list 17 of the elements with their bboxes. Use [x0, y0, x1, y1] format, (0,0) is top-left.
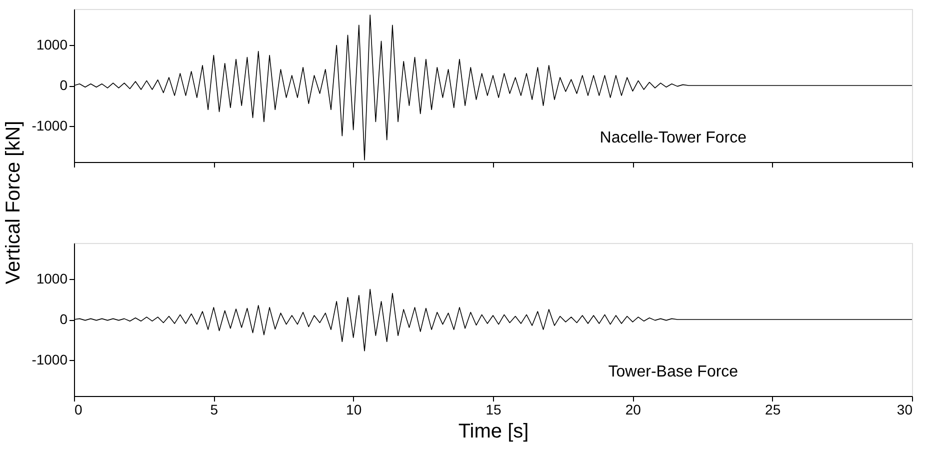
annotation: Tower-Base Force: [608, 364, 738, 381]
y-tick-label: -1000: [32, 351, 68, 368]
x-tick-label: 25: [765, 402, 781, 418]
x-tick-label: 10: [346, 402, 362, 418]
x-tick-label: 5: [210, 402, 218, 418]
y-tick-label: 1000: [36, 36, 68, 53]
y-tick-label: 1000: [36, 270, 68, 287]
y-tick-label: -1000: [32, 117, 68, 134]
y-tick-label: 0: [60, 311, 68, 327]
x-axis-title: Time [s]: [458, 420, 529, 442]
x-tick-label: 0: [74, 402, 82, 418]
x-tick-label: 15: [486, 402, 502, 418]
x-tick-label: 20: [625, 402, 642, 418]
x-tick-label: 30: [896, 402, 913, 418]
y-tick-label: 0: [60, 77, 68, 93]
y-axis-title: Vertical Force [kN]: [2, 120, 25, 284]
annotation: Nacelle-Tower Force: [600, 130, 747, 147]
